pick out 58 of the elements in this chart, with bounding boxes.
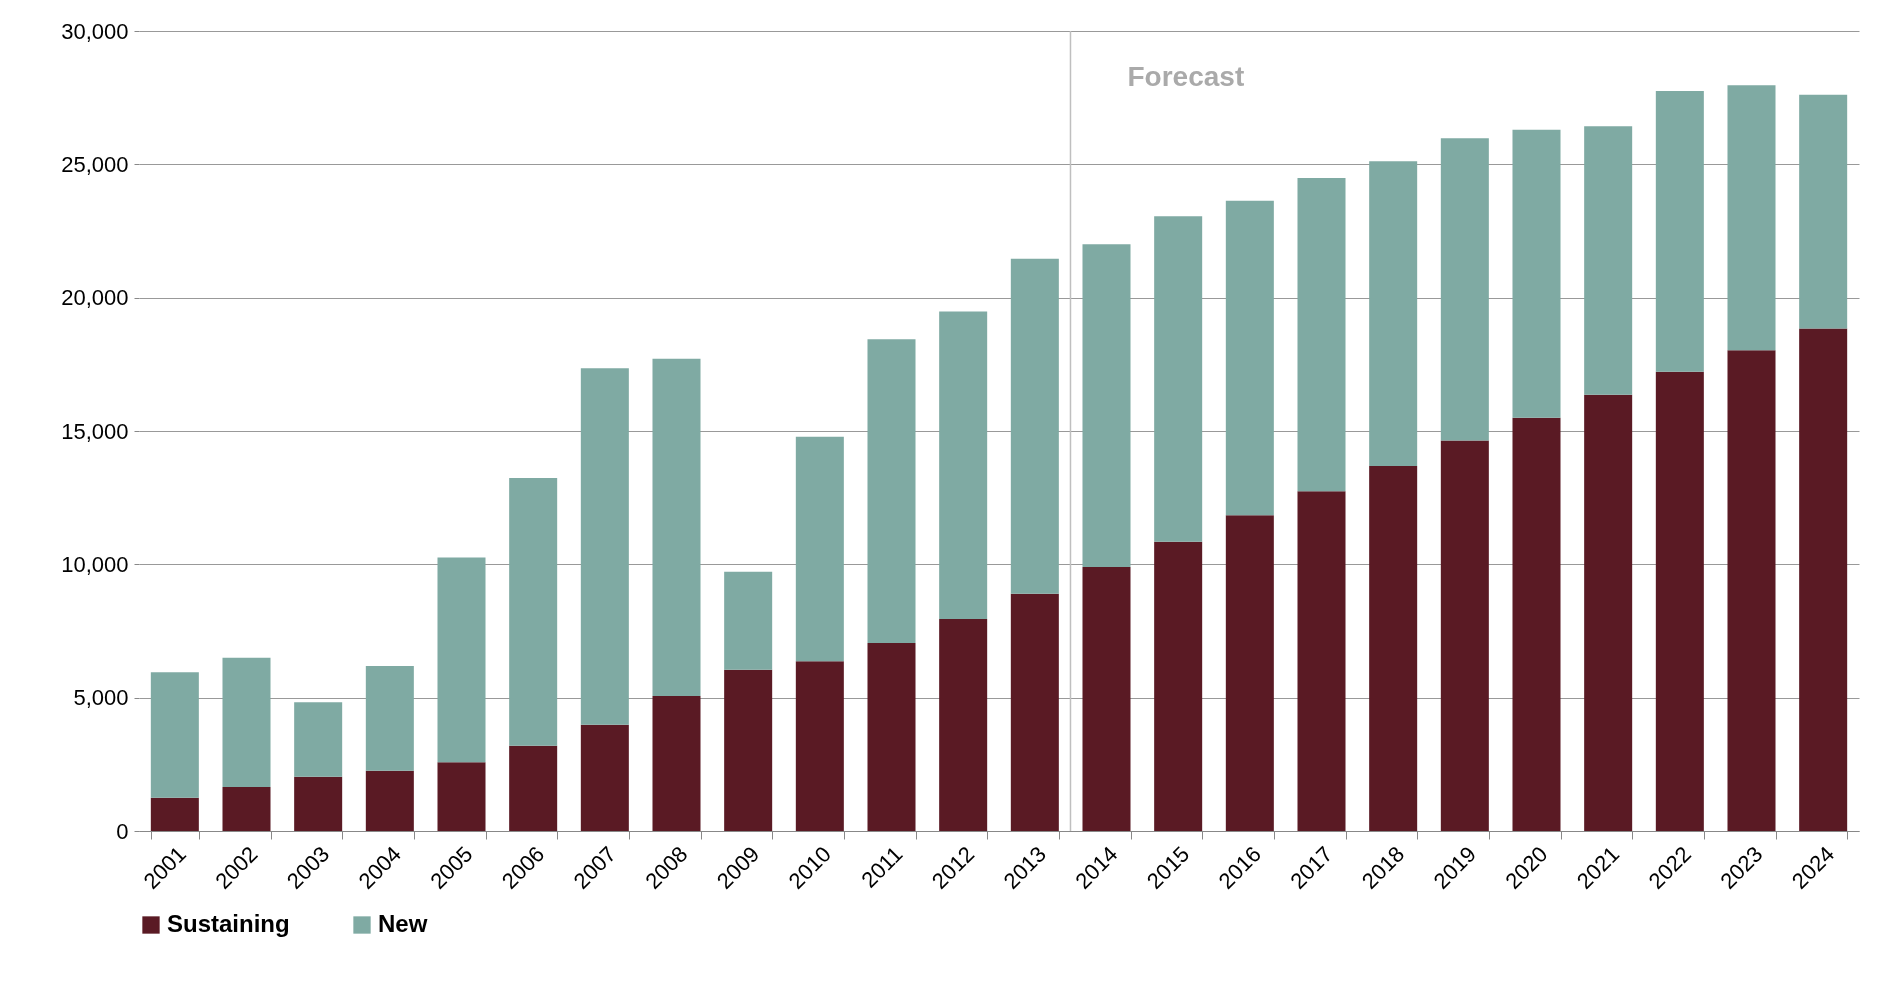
bar bbox=[1799, 328, 1848, 831]
bar bbox=[1082, 567, 1131, 831]
legend-label: New bbox=[378, 910, 428, 937]
bar bbox=[580, 724, 629, 831]
bar bbox=[1010, 593, 1059, 831]
bar bbox=[1010, 258, 1059, 594]
bar bbox=[1369, 465, 1418, 831]
y-tick-label: 15,000 bbox=[61, 418, 129, 444]
bar bbox=[294, 776, 343, 831]
bar bbox=[150, 672, 199, 798]
bar bbox=[222, 657, 271, 787]
bar bbox=[1512, 129, 1561, 418]
bar bbox=[580, 368, 629, 725]
bar bbox=[867, 339, 916, 643]
bar bbox=[509, 477, 558, 746]
legend-label: Sustaining bbox=[167, 910, 290, 937]
bar bbox=[652, 696, 701, 831]
bar bbox=[1225, 515, 1274, 831]
bar bbox=[939, 619, 988, 831]
bar bbox=[724, 571, 773, 670]
y-tick-label: 20,000 bbox=[61, 285, 129, 311]
ref-line-label: Forecast bbox=[1127, 61, 1245, 92]
bar bbox=[652, 358, 701, 697]
bar bbox=[1584, 126, 1633, 395]
bar bbox=[1727, 350, 1776, 831]
bar bbox=[1225, 200, 1274, 516]
bar bbox=[1584, 394, 1633, 831]
bar bbox=[1799, 94, 1848, 329]
bar bbox=[365, 665, 414, 771]
bar bbox=[437, 557, 486, 763]
bar bbox=[509, 745, 558, 831]
bar bbox=[795, 436, 844, 662]
bar bbox=[1655, 371, 1704, 831]
bar bbox=[150, 797, 199, 831]
bar bbox=[1154, 541, 1203, 831]
bar bbox=[1512, 417, 1561, 831]
y-tick-label: 30,000 bbox=[61, 18, 129, 44]
bar bbox=[867, 643, 916, 831]
y-tick-label: 10,000 bbox=[61, 551, 129, 577]
bar bbox=[1655, 91, 1704, 372]
bar bbox=[795, 661, 844, 831]
bar bbox=[939, 311, 988, 619]
bar bbox=[1297, 491, 1346, 831]
bar bbox=[1369, 161, 1418, 466]
y-tick-label: 25,000 bbox=[61, 151, 129, 177]
bar bbox=[724, 669, 773, 831]
bar bbox=[1297, 177, 1346, 492]
y-tick-label: 0 bbox=[116, 818, 129, 844]
bar bbox=[437, 762, 486, 831]
bar bbox=[222, 787, 271, 831]
bar bbox=[1154, 216, 1203, 542]
y-tick-label: 5,000 bbox=[73, 685, 129, 711]
bar bbox=[1082, 244, 1131, 567]
bar bbox=[1440, 440, 1489, 831]
bar bbox=[365, 770, 414, 831]
bar bbox=[1440, 138, 1489, 441]
bar bbox=[294, 702, 343, 777]
bar bbox=[1727, 85, 1776, 351]
